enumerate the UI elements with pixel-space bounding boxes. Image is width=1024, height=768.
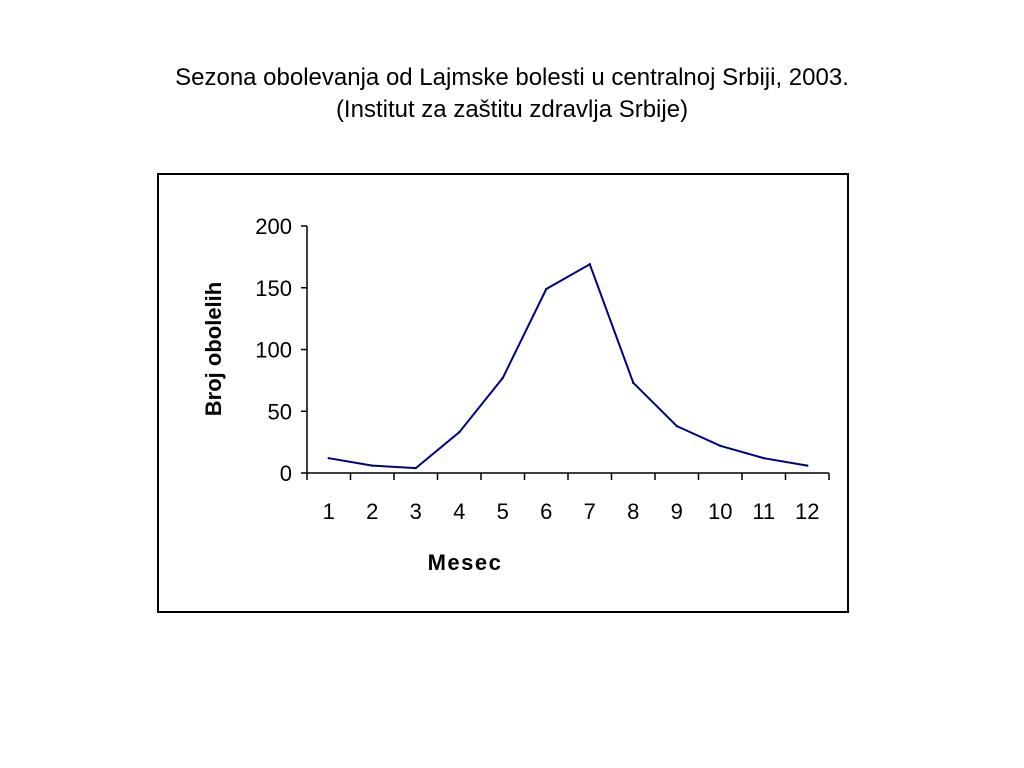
y-tick-label: 200 <box>255 214 292 239</box>
y-tick-label: 50 <box>268 399 292 424</box>
x-tick-label: 1 <box>323 499 335 524</box>
x-tick-label: 3 <box>410 499 422 524</box>
title-line-1: Sezona obolevanja od Lajmske bolesti u c… <box>175 64 849 91</box>
x-tick-label: 11 <box>752 499 775 524</box>
series-line <box>328 262 808 470</box>
y-tick-label: 150 <box>255 276 292 301</box>
y-tick-label: 0 <box>280 461 292 486</box>
data-point <box>371 464 374 467</box>
y-axis: 0 50 100 150 200 <box>255 214 308 486</box>
x-tick-label: 5 <box>497 499 509 524</box>
x-tick-label: 9 <box>671 499 683 524</box>
data-point <box>501 376 504 380</box>
y-tick-label: 100 <box>255 338 292 363</box>
data-point <box>588 263 591 266</box>
data-point <box>545 287 548 291</box>
y-axis-title: Broj obolelih <box>201 282 226 416</box>
x-tick-label: 6 <box>540 499 552 524</box>
data-point <box>762 456 765 460</box>
data-point <box>327 456 330 460</box>
x-tick-label: 2 <box>366 499 378 524</box>
data-point <box>458 431 461 434</box>
title-line-2: (Institut za zaštitu zdravlja Srbije) <box>335 96 689 123</box>
x-tick-label: 8 <box>627 499 639 524</box>
x-axis: 1 2 3 4 5 6 7 8 9 10 11 12 <box>306 472 830 524</box>
chart-frame: 0 50 100 150 200 1 2 3 4 5 6 7 8 9 10 11 12 Mesec Broj … <box>157 173 849 613</box>
data-point <box>414 466 417 470</box>
slide-title: Sezona obolevanja od Lajmske bolesti u c… <box>0 62 1024 126</box>
series <box>327 262 809 470</box>
x-tick-label: 4 <box>453 499 465 524</box>
x-axis-title: Mesec <box>428 550 503 575</box>
data-point <box>806 464 809 467</box>
data-point <box>675 424 678 428</box>
x-tick-label: 7 <box>584 499 596 524</box>
x-tick-label: 10 <box>708 499 732 524</box>
x-tick-label: 12 <box>795 499 819 524</box>
data-point <box>719 444 722 448</box>
data-point <box>632 381 635 385</box>
